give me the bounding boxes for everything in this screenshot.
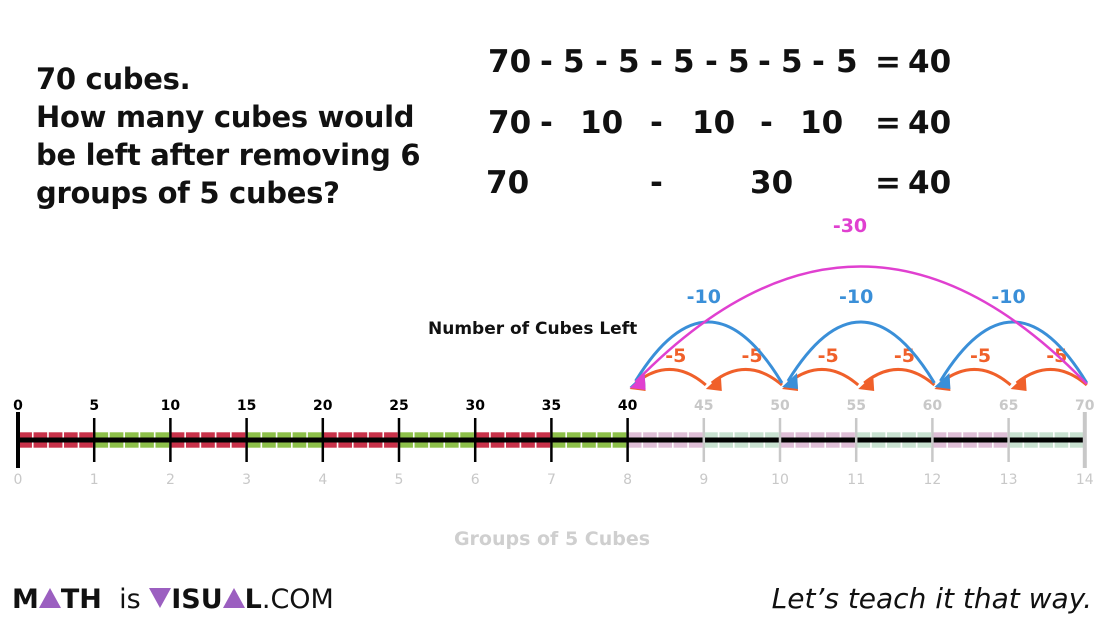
- equation-2-term: 10: [692, 105, 736, 141]
- top-label-35: 35: [542, 398, 561, 414]
- jump-10-arc: [786, 320, 936, 384]
- equation-2-term: 10: [580, 105, 624, 141]
- equation-1-term: 70: [488, 44, 532, 80]
- jump-5-arrowhead-icon: [705, 375, 722, 391]
- triangle-v-icon: [149, 588, 172, 608]
- question-line-1: 70 cubes.: [36, 62, 191, 96]
- jump-10-label: -10: [991, 286, 1025, 308]
- bottom-label-10: 10: [771, 472, 789, 488]
- jump-30-arc: [634, 265, 1088, 385]
- equation-1-term: 5: [781, 44, 803, 80]
- bottom-label-7: 7: [547, 472, 556, 488]
- bottom-label-11: 11: [847, 472, 865, 488]
- bottom-label-1: 1: [90, 472, 99, 488]
- jump-30-label: -30: [833, 215, 867, 237]
- equation-3-term: 40: [908, 165, 952, 201]
- equation-3-term: =: [875, 165, 901, 201]
- top-label-15: 15: [237, 398, 256, 414]
- top-label-30: 30: [465, 398, 485, 414]
- bottom-label-3: 3: [242, 472, 251, 488]
- equation-2-term: 10: [800, 105, 844, 141]
- jump-5-label: -5: [741, 345, 762, 367]
- equation-2-term: -: [540, 105, 553, 141]
- jump-10-arc: [634, 320, 784, 384]
- equation-2-term: 70: [488, 105, 532, 141]
- jump-5-label: -5: [665, 345, 686, 367]
- bottom-label-12: 12: [923, 472, 941, 488]
- equation-1-term: 5: [563, 44, 585, 80]
- jump-10-label: -10: [839, 286, 873, 308]
- bottom-label-6: 6: [471, 472, 480, 488]
- equation-1-term: 40: [908, 44, 952, 80]
- equation-1-term: -: [540, 44, 553, 80]
- bottom-label-8: 8: [623, 472, 632, 488]
- top-label-20: 20: [313, 398, 333, 414]
- question-line-2: How many cubes would: [36, 100, 415, 134]
- top-label-40: 40: [618, 398, 638, 414]
- jump-5-arc: [710, 368, 783, 387]
- top-label-5: 5: [89, 398, 99, 414]
- top-label-55: 55: [846, 398, 865, 414]
- equation-3-term: 30: [750, 165, 794, 201]
- bottom-axis-title: Groups of 5 Cubes: [454, 528, 650, 550]
- question-line-4: groups of 5 cubes?: [36, 176, 340, 210]
- jump-30-arrowhead-icon: [629, 374, 646, 390]
- equation-1-term: -: [758, 44, 771, 80]
- jump-5-arc: [863, 368, 936, 387]
- jump-10-label: -10: [687, 286, 721, 308]
- tagline: Let’s teach it that way.: [771, 582, 1092, 615]
- equation-1-term: 5: [618, 44, 640, 80]
- equation-1-term: -: [812, 44, 825, 80]
- jump-10-arrowhead-icon: [782, 373, 798, 389]
- jump-5-arc: [787, 368, 860, 387]
- bottom-label-5: 5: [395, 472, 404, 488]
- question-line-3: be left after removing 6: [36, 138, 421, 172]
- jump-10-arc: [939, 320, 1089, 384]
- bottom-label-0: 0: [14, 472, 23, 488]
- jump-5-arrowhead-icon: [1010, 375, 1027, 391]
- equation-1-term: -: [595, 44, 608, 80]
- equation-3-term: -: [650, 165, 663, 201]
- top-label-50: 50: [770, 398, 790, 414]
- bottom-label-4: 4: [318, 472, 327, 488]
- equation-1-term: -: [705, 44, 718, 80]
- jump-5-label: -5: [894, 345, 915, 367]
- equation-2-term: -: [760, 105, 773, 141]
- jump-10-arrowhead-icon: [934, 373, 951, 389]
- bottom-label-2: 2: [166, 472, 175, 488]
- mathisvisual-logo: M TH is ISU L.COM: [12, 584, 334, 615]
- top-label-65: 65: [999, 398, 1018, 414]
- top-label-25: 25: [389, 398, 408, 414]
- top-label-60: 60: [923, 398, 943, 414]
- result-label: Number of Cubes Left: [428, 319, 637, 339]
- top-label-45: 45: [694, 398, 713, 414]
- jump-5-label: -5: [818, 345, 839, 367]
- top-label-70: 70: [1075, 398, 1095, 414]
- equation-1-term: =: [875, 44, 901, 80]
- top-label-10: 10: [161, 398, 181, 414]
- equation-1-term: -: [650, 44, 663, 80]
- jump-5-arrowhead-icon: [858, 375, 875, 391]
- bottom-label-9: 9: [699, 472, 708, 488]
- top-label-0: 0: [13, 398, 23, 414]
- triangle-a-icon: [38, 588, 61, 608]
- equation-3-term: 70: [486, 165, 530, 201]
- equation-2-term: =: [875, 105, 901, 141]
- equation-2-term: 40: [908, 105, 952, 141]
- bottom-label-14: 14: [1076, 472, 1094, 488]
- triangle-a-icon: [222, 588, 245, 608]
- equation-1-term: 5: [836, 44, 858, 80]
- bottom-label-13: 13: [1000, 472, 1018, 488]
- equation-2-term: -: [650, 105, 663, 141]
- jump-5-arc: [939, 368, 1012, 387]
- equation-1-term: 5: [728, 44, 750, 80]
- equation-1-term: 5: [673, 44, 695, 80]
- jump-5-label: -5: [970, 345, 991, 367]
